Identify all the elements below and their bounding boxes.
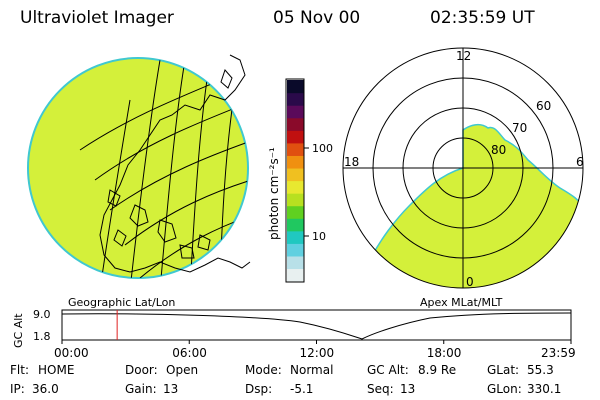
info-glat-value: 55.3 [527,363,554,377]
colorbar-band [287,117,304,131]
gc-alt-xtick-label: 18:00 [427,346,462,360]
info-ip-key: IP: [10,382,25,396]
gc-alt-xtick-label: 00:00 [54,346,89,360]
info-gain-key: Gain: [125,382,157,396]
geographic-label: Geographic Lat/Lon [68,296,175,309]
colorbar-band [287,80,304,94]
colorbar-band [287,105,304,119]
info-ip-value: 36.0 [32,382,59,396]
mlat-label-80: 80 [491,143,506,157]
time-label: 02:35:59 UT [430,8,535,28]
mlt-label-18: 18 [344,155,359,169]
colorbar-band [287,243,304,257]
mlat-label-60: 60 [536,99,551,113]
colorbar-band [287,268,304,282]
colorbar-tick-label-100: 100 [312,142,333,155]
gc-alt-xticks: 00:00 06:00 12:00 18:00 23:59 [54,340,576,360]
info-mode-value: Normal [290,363,334,377]
geographic-disk [27,57,249,279]
date-label: 05 Nov 00 [273,8,361,28]
gc-alt-ytick-bottom: 1.8 [33,330,51,343]
mlt-label-12: 12 [456,49,471,63]
gc-alt-xtick-label: 06:00 [172,346,207,360]
polar-plot [342,47,584,289]
gc-alt-xtick-label: 23:59 [541,346,576,360]
info-glon-key: GLon: [487,382,522,396]
colorbar-band [287,230,304,244]
colorbar-frame [285,78,305,283]
gc-alt-ylabel: GC Alt [12,313,25,348]
colorbar-band [287,218,304,232]
gc-alt-curve [61,312,572,340]
info-gcalt-value: 8.9 Re [418,363,457,377]
colorbar-band [287,155,304,169]
colorbar-band [287,92,304,106]
colorbar-tick-label-10: 10 [312,230,326,243]
info-seq-value: 13 [400,382,416,396]
colorbar-band [287,205,304,219]
colorbar-band [287,130,304,144]
info-mode-key: Mode: [245,363,282,377]
info-door-value: Open [166,363,199,377]
mlt-label-0: 0 [466,275,474,289]
info-dsp-key: Dsp: [245,382,273,396]
colorbar-band [287,180,304,194]
info-dsp-value: -5.1 [290,382,314,396]
gc-alt-xtick-label: 12:00 [300,346,335,360]
colorbar-band [287,167,304,182]
mlat-label-70: 70 [512,121,527,135]
colorbar [285,78,305,283]
info-gcalt-key: GC Alt: [367,363,409,377]
info-gain-value: 13 [163,382,179,396]
info-seq-key: Seq: [367,382,394,396]
colorbar-unit-label: photon cm⁻²s⁻¹ [267,147,281,240]
apex-label: Apex MLat/MLT [420,296,503,309]
info-flt-value: HOME [38,363,75,377]
colorbar-band [287,255,304,270]
coastline [99,54,251,273]
info-glat-key: GLat: [487,363,520,377]
colorbar-band [287,193,304,207]
mlt-label-6: 6 [576,155,584,169]
info-flt-key: Flt: [10,363,29,377]
colorbar-band [287,142,304,156]
info-glon-value: 330.1 [527,382,562,396]
gc-alt-ytick-top: 9.0 [33,308,51,321]
info-door-key: Door: [125,363,158,377]
instrument-title: Ultraviolet Imager [20,8,174,28]
geographic-image [27,54,251,279]
